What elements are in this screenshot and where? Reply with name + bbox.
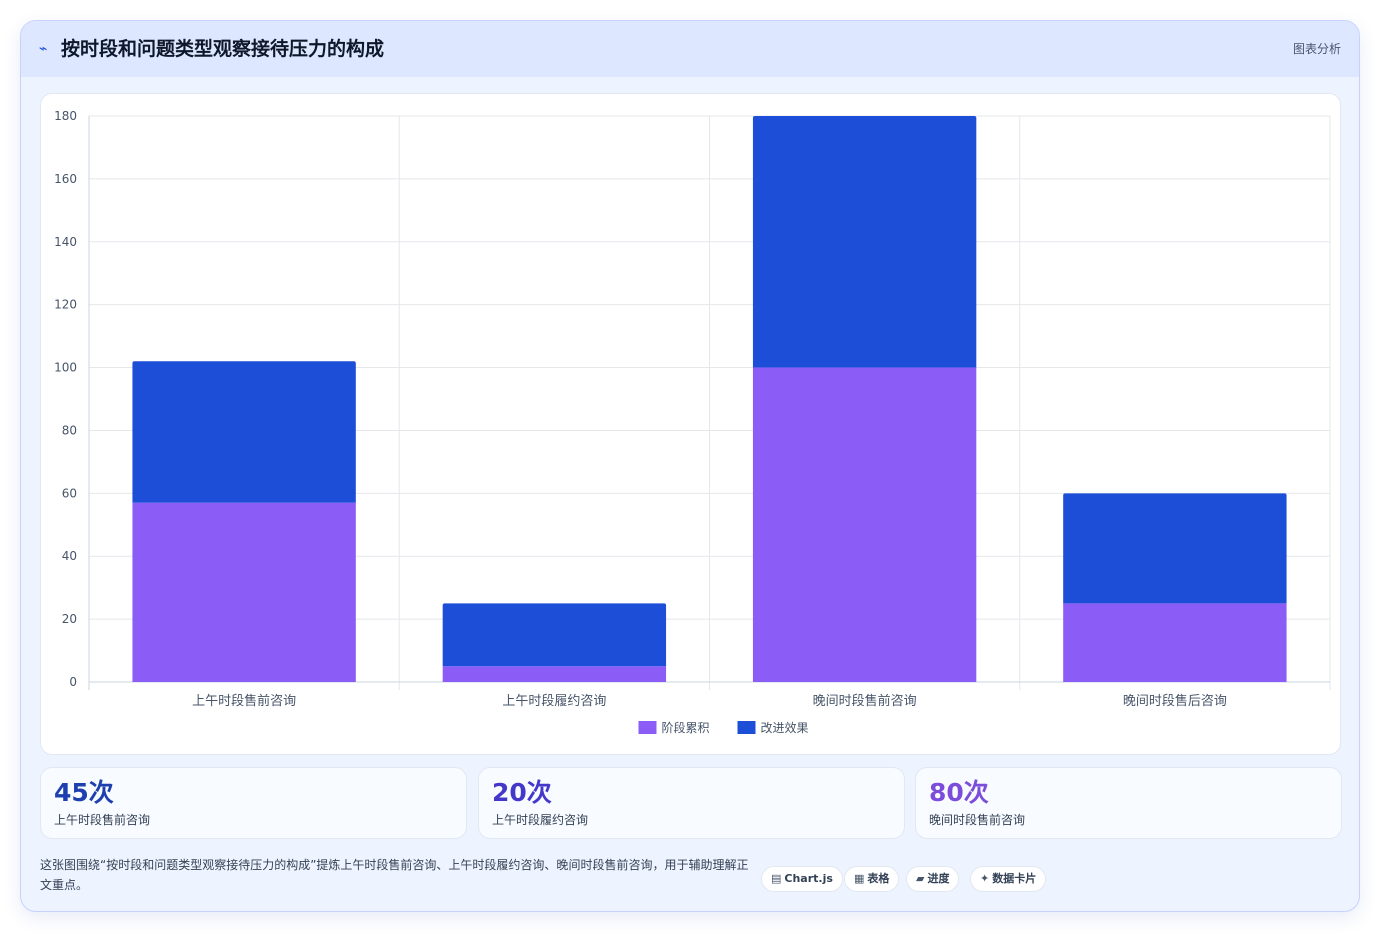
y-tick-label: 60 [62,486,77,500]
y-tick-label: 160 [54,172,77,186]
bar-segment [1063,493,1287,604]
bar-segment [442,603,667,667]
table-icon: ▦ [854,872,865,885]
legend-label: 改进效果 [761,720,809,735]
pill-label: 进度 [927,872,950,885]
stat-card: 80次 晚间时段售前咨询 [915,767,1342,839]
stat-label: 上午时段售前咨询 [54,813,151,827]
legend-swatch [638,721,657,734]
chart-card: ⌁ 按时段和问题类型观察接待压力的构成 图表分析 0 20 40 60 80 100 120… [20,20,1360,912]
stat-value: 45次 [54,778,114,807]
y-tick-label: 20 [62,612,77,626]
x-tick-label: 晚间时段售后咨询 [1123,693,1227,709]
pill-label: 数据卡片 [992,872,1037,885]
stat-card: 45次 上午时段售前咨询 [40,767,467,839]
y-tick-label: 140 [54,235,77,249]
pill-data-card[interactable]: ✦ 数据卡片 [970,866,1047,892]
bar-segment [442,666,667,682]
stacked-bar-chart: 0 20 40 60 80 100 120 140 160 180 上午时段售前咨询 上午时段履约咨询… [54,109,1331,735]
pill-chartjs[interactable]: ▤ Chart.js [761,866,843,892]
y-tick-label: 180 [54,109,77,123]
chart-description: 这张图围绕“按时段和问题类型观察接待压力的构成”提炼上午时段售前咨询、上午时段履… [40,858,749,892]
stat-value: 20次 [492,778,552,807]
bar-segment [132,361,356,503]
bar-segment [752,367,977,682]
trend-icon: ⌁ [39,41,48,57]
chart-icon: ▤ [771,872,782,885]
y-tick-label: 120 [54,298,77,312]
stat-value: 80次 [929,778,989,807]
pill-progress[interactable]: ▰ 进度 [906,866,960,892]
stat-label: 上午时段履约咨询 [492,813,589,827]
pill-table[interactable]: ▦ 表格 [844,866,900,892]
x-tick-label: 上午时段售前咨询 [192,693,296,709]
y-tick-label: 40 [62,549,77,563]
legend-label: 阶段累积 [662,720,710,735]
bar-segment [132,502,356,682]
y-tick-label: 80 [62,423,77,437]
legend-swatch [737,721,756,734]
progress-icon: ▰ [916,872,925,885]
bar-segment [752,116,977,368]
sparkle-icon: ✦ [980,872,990,885]
x-tick-label: 上午时段履约咨询 [502,694,606,709]
y-tick-label: 100 [54,361,77,375]
bar-segment [1063,603,1287,682]
pill-label: Chart.js [784,872,833,885]
card-header: ⌁ 按时段和问题类型观察接待压力的构成 图表分析 [21,21,1359,77]
stat-label: 晚间时段售前咨询 [929,813,1026,827]
x-tick-label: 晚间时段售前咨询 [813,693,917,709]
chart-panel: 0 20 40 60 80 100 120 140 160 180 上午时段售前咨询 上午时段履约咨询… [40,93,1341,755]
chart-analysis-tag: 图表分析 [1292,42,1341,56]
pill-label: 表格 [867,872,890,885]
y-tick-label: 0 [69,675,77,689]
chart-title: 按时段和问题类型观察接待压力的构成 [61,38,385,60]
stat-card: 20次 上午时段履约咨询 [478,767,905,839]
